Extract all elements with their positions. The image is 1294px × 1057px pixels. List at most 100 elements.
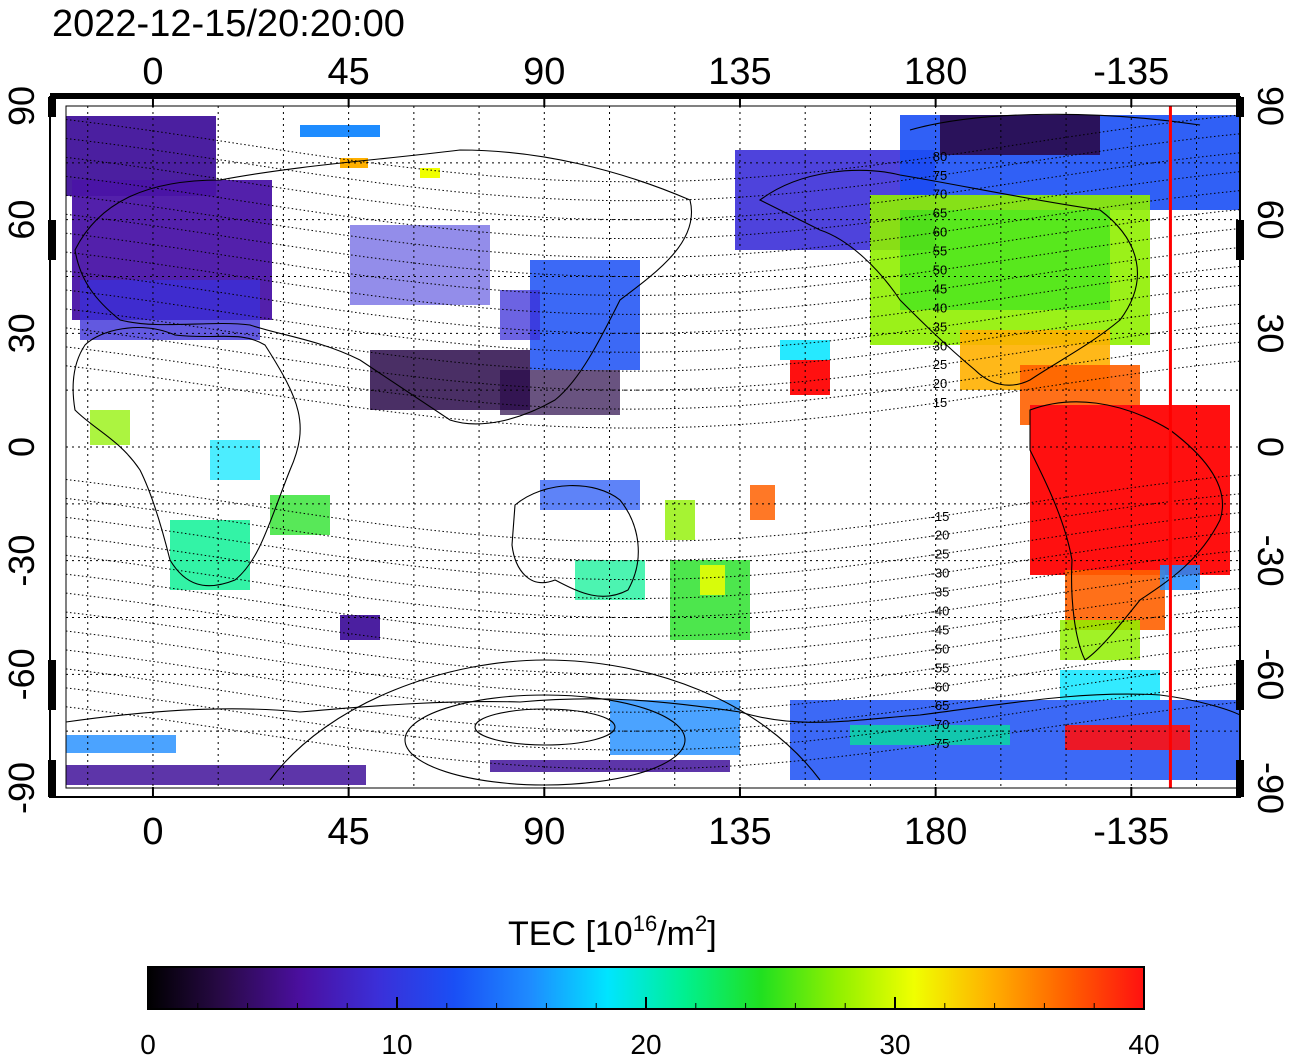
bottom-lon-tick-label: 0 [142,811,163,853]
bottom-lon-tick-label: 45 [327,811,369,853]
tec-patch-east-asia [530,260,640,370]
magnetic-pole-contour-2 [404,694,686,786]
tec-patch-brazil-coast [1160,565,1200,590]
top-lon-tick-label: 0 [142,51,163,93]
coastline-africa [72,327,301,587]
magnetic-latitude-label: 60 [933,225,947,240]
magnetic-latitude-curve [66,322,1240,391]
magnetic-latitude-curve [66,247,1240,315]
colorbar-tick-label: 0 [140,1029,156,1057]
right-lat-tick-label: 90 [1250,86,1291,126]
map-gridlines [66,106,1240,788]
top-lon-tick-label: 45 [327,51,369,93]
magnetic-latitude-curve [66,474,1240,543]
left-axis-bar-bottom [48,760,56,797]
top-lon-tick-label: -135 [1093,51,1169,93]
magnetic-latitude-curve [66,284,1240,353]
coastline-antarctica [66,693,1240,723]
timestamp-title: 2022-12-15/20:20:00 [52,3,405,45]
tec-patch-south-america [1030,405,1230,575]
magnetic-latitude-label: -75 [931,736,950,751]
magnetic-latitude-label: 55 [933,244,947,259]
magnetic-latitude-label: 75 [933,168,947,183]
colorbar-ticks: 0 10 20 30 40 [140,997,1160,1057]
top-lon-tick-label: 180 [904,51,967,93]
magnetic-latitude-label: 25 [933,357,947,372]
tec-patch-antarctic-indian [66,735,176,753]
magnetic-latitude-curve [66,265,1240,334]
magnetic-latitude-curve [66,209,1240,278]
colorbar-label-mid: /m [657,915,695,953]
magnetic-latitude-curve [66,625,1240,694]
tec-patch-antarctic-west-2 [850,725,1010,745]
magnetic-latitude-curve [66,569,1240,637]
magnetic-latitude-curve [66,133,1240,202]
magnetic-latitude-curve [66,303,1240,372]
right-lat-tick-label: 0 [1250,437,1291,457]
colorbar-tick-label: 30 [879,1029,910,1057]
magnetic-latitude-curve [66,588,1240,656]
tec-patch-indonesia [540,480,640,510]
magnetic-pole-contour-1 [474,708,616,746]
tec-patch-siberia-3 [420,168,440,178]
tec-patch-hawaii [790,360,830,395]
top-axis-bar [50,93,1240,99]
magnetic-latitude-curve [66,701,1240,770]
top-lon-tick-label: 90 [523,51,565,93]
magnetic-latitude-curve [66,644,1240,713]
tec-patch-canada-north [940,115,1100,155]
left-lat-tick-label: 90 [1,86,42,126]
tec-patch-new-zealand-2 [700,565,725,595]
right-lat-tick-label: 60 [1250,200,1291,240]
right-lat-tick-label: -30 [1250,535,1291,587]
magnetic-latitude-label: 40 [933,300,947,315]
colorbar-label-sup2: 2 [695,911,707,936]
magnetic-latitude-curve [66,512,1240,581]
tec-patch-pacific-orange [750,485,775,520]
tec-patch-antarctic-pacific [610,700,740,755]
right-lat-tick-label: -90 [1250,762,1291,814]
left-latitude-ticks: 90 60 30 0 -30 -60 -90 [1,86,42,814]
magnetic-latitude-label: 80 [933,149,947,164]
tec-patch-madagascar [270,495,330,535]
magnetic-latitude-curve [66,663,1240,732]
colorbar-label-end: ] [707,915,716,953]
magnetic-latitude-curve [66,171,1240,240]
tec-patch-africa-east [210,440,260,480]
tec-patch-east-asia-2 [500,290,540,340]
coastlines [66,113,1240,786]
colorbar-tick-label: 20 [630,1029,661,1057]
magnetic-latitude-label: 70 [933,187,947,202]
tec-patch-indian-ocean [340,615,380,640]
left-lat-tick-label: -90 [1,762,42,814]
tec-patch-siberia [300,125,380,137]
magnetic-pole-contour-north [909,113,1201,131]
bottom-lon-tick-label: 90 [523,811,565,853]
magnetic-latitude-labels: 80 75 70 65 60 55 50 45 40 35 30 25 20 15 -15 -20 -25 -30… [931,149,950,751]
magnetic-latitude-label: 50 [933,263,947,278]
tec-patch-central-asia [350,225,490,305]
left-lat-tick-label: 0 [1,437,42,457]
left-axis-bar-low [48,660,56,710]
magnetic-latitude-label: -45 [931,622,950,637]
right-axis-bar-mid [1236,220,1244,260]
magnetic-latitude-label: 65 [933,206,947,221]
magnetic-latitude-curve [66,550,1240,619]
colorbar-tick-label: 10 [381,1029,412,1057]
colorbar-label-main: TEC [10 [508,915,633,953]
bottom-lon-tick-label: -135 [1093,811,1169,853]
magnetic-latitude-label: 30 [933,338,947,353]
left-lat-tick-label: -30 [1,535,42,587]
top-lon-tick-label: 135 [708,51,771,93]
magnetic-latitude-label: 20 [933,376,947,391]
right-axis-bar-bottom [1236,760,1244,797]
colorbar: 0 10 20 30 40 [140,966,1160,1057]
coastline-south-america [1029,401,1224,661]
left-lat-tick-label: 60 [1,200,42,240]
magnetic-latitude-curve [66,360,1240,429]
right-lat-tick-label: -60 [1250,648,1291,700]
coastline-north-america [758,169,1138,386]
